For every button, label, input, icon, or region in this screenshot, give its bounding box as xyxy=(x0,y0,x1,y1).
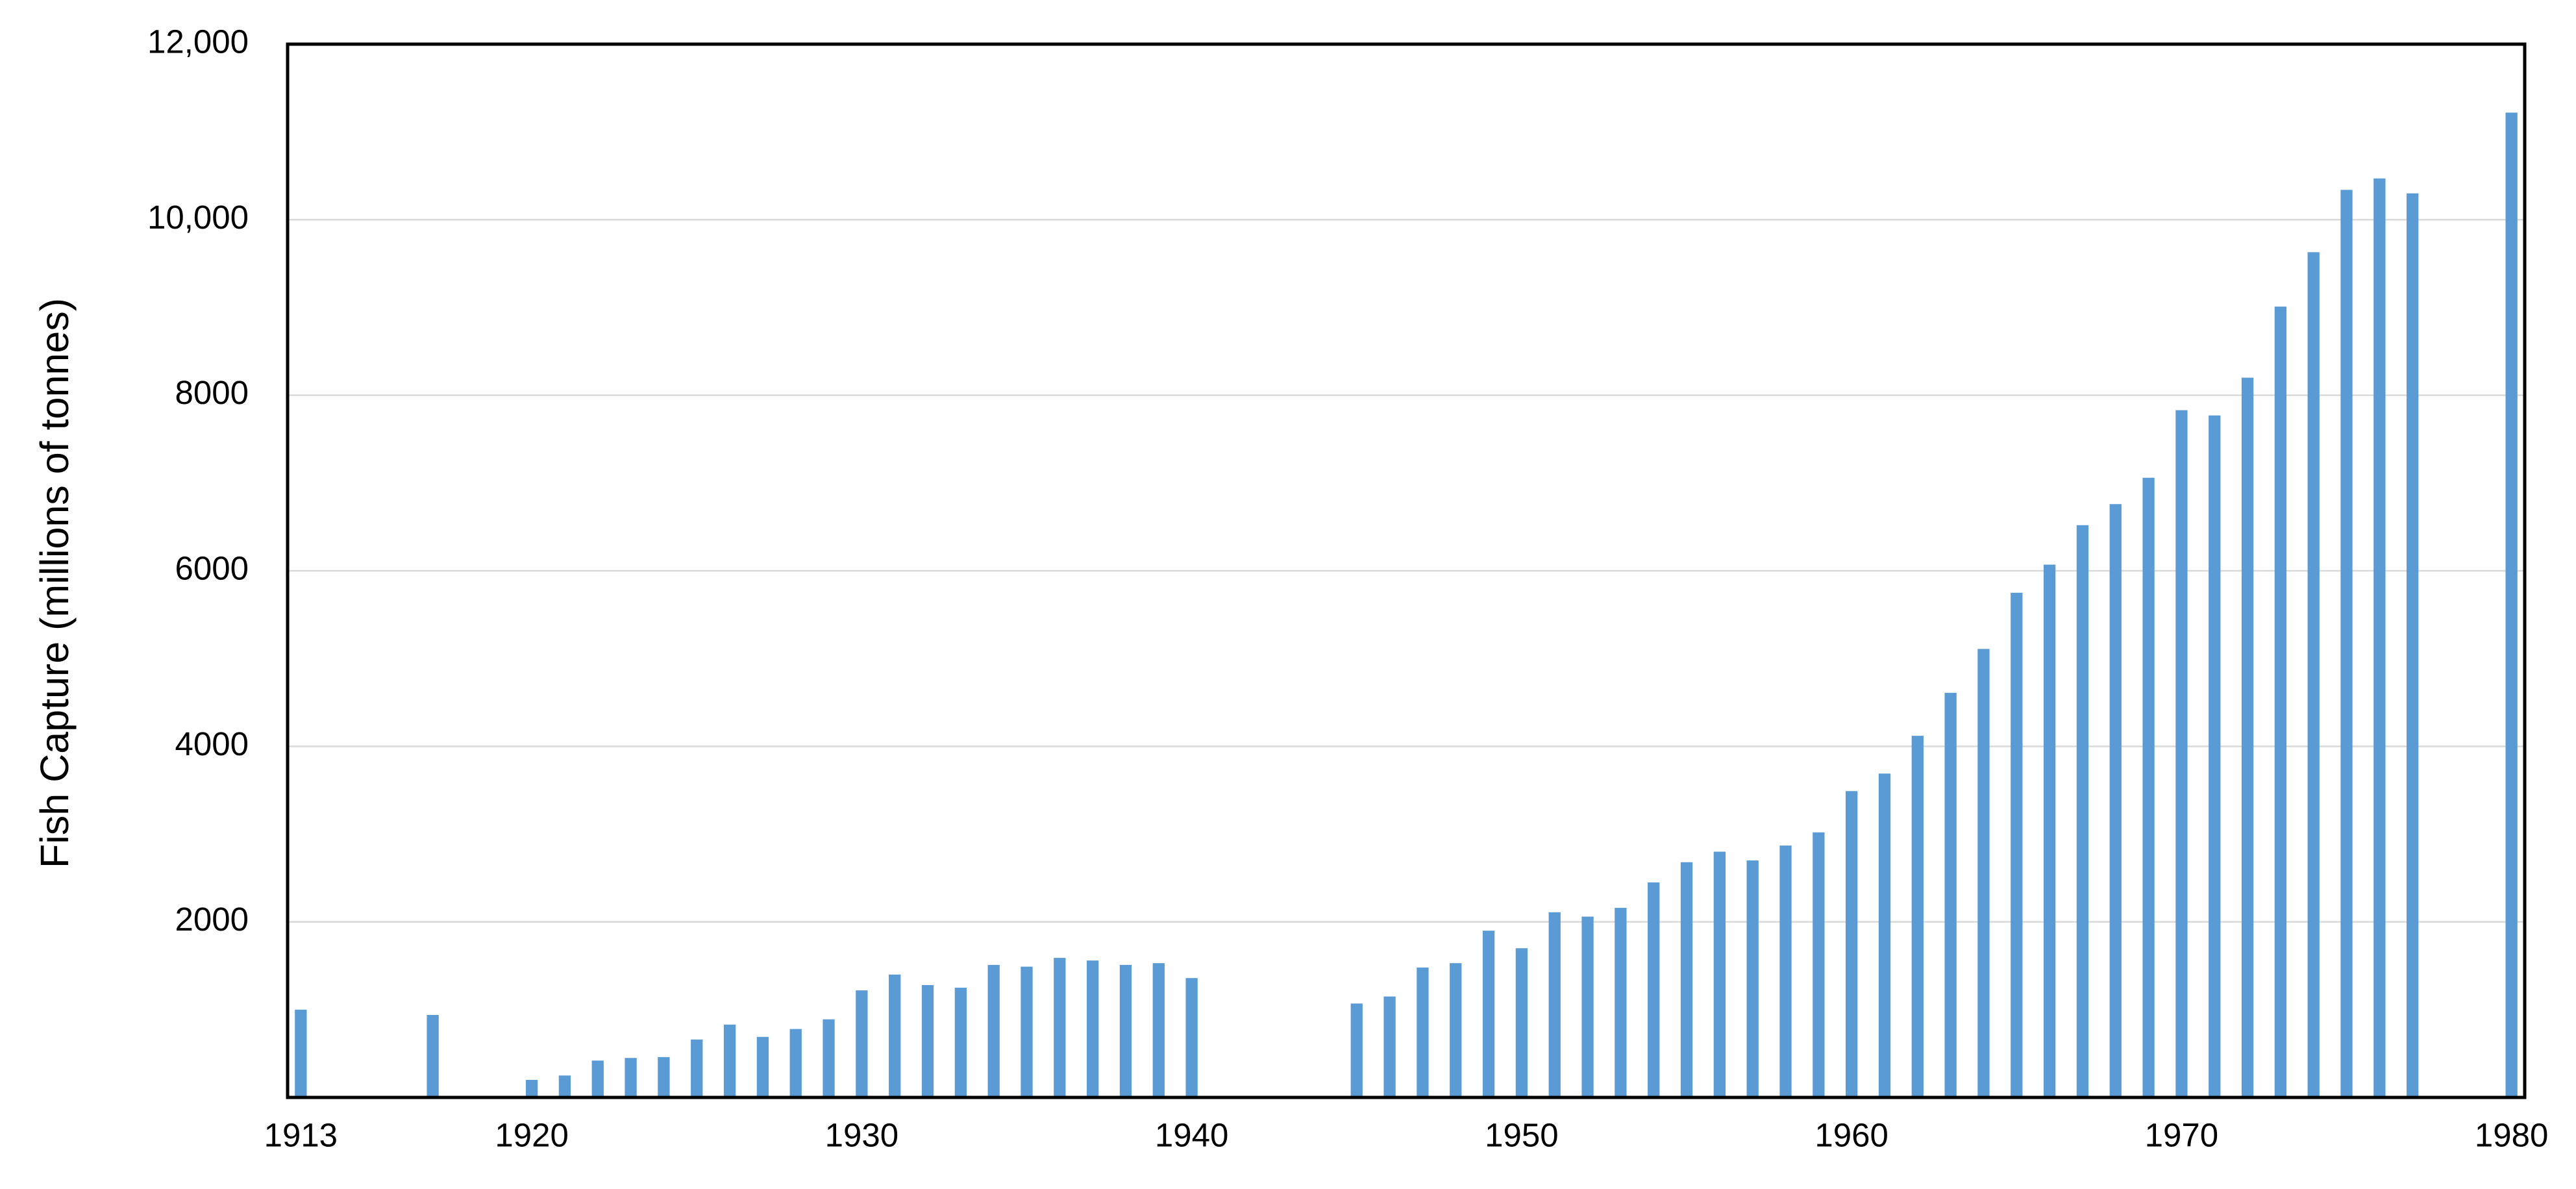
bar xyxy=(954,988,967,1097)
bar xyxy=(1746,860,1759,1097)
y-tick-label: 4000 xyxy=(175,725,249,762)
bar xyxy=(856,990,868,1097)
y-tick-label: 6000 xyxy=(175,549,249,586)
bar xyxy=(2340,190,2353,1097)
bar xyxy=(2142,477,2155,1097)
bar xyxy=(1779,845,1792,1097)
bar xyxy=(1648,882,1660,1097)
bar xyxy=(1515,948,1528,1097)
bar xyxy=(823,1019,835,1097)
bar xyxy=(1713,851,1726,1097)
x-tick-label: 1913 xyxy=(264,1116,338,1153)
bar xyxy=(1813,832,1825,1097)
bar xyxy=(691,1039,703,1097)
bar xyxy=(2043,564,2056,1097)
bar xyxy=(1021,966,1033,1097)
bar xyxy=(2407,193,2419,1097)
bar xyxy=(723,1024,736,1097)
plot-frame xyxy=(286,42,2527,1099)
bar xyxy=(427,1014,439,1097)
bar xyxy=(1482,931,1495,1097)
bar xyxy=(987,964,1000,1097)
bar xyxy=(1911,736,1924,1097)
bar xyxy=(591,1060,604,1097)
x-tick-label: 1970 xyxy=(2145,1116,2218,1153)
x-tick-label: 1950 xyxy=(1485,1116,1558,1153)
bar xyxy=(756,1036,769,1097)
bar xyxy=(1548,912,1561,1097)
bar xyxy=(2175,410,2188,1097)
bar xyxy=(789,1029,802,1097)
bar xyxy=(1417,967,1429,1097)
bar xyxy=(625,1058,637,1097)
bar xyxy=(1615,908,1627,1097)
x-tick-label: 1920 xyxy=(495,1116,568,1153)
bar xyxy=(2241,377,2254,1098)
bar xyxy=(2274,307,2287,1098)
bar xyxy=(1680,862,1693,1097)
bar xyxy=(1846,791,1858,1097)
bar xyxy=(2373,178,2386,1098)
bar xyxy=(525,1079,538,1097)
bar xyxy=(295,1009,307,1097)
bar xyxy=(658,1057,670,1097)
bar xyxy=(1350,1003,1363,1097)
bar xyxy=(2076,525,2089,1097)
bar xyxy=(1878,773,1891,1097)
bar xyxy=(889,974,901,1097)
bar xyxy=(1152,963,1165,1097)
y-tick-label: 12,000 xyxy=(147,23,249,60)
bar xyxy=(921,984,934,1097)
bar xyxy=(1581,916,1594,1097)
bar xyxy=(1054,958,1066,1097)
y-axis-label: Fish Capture (millions of tonnes) xyxy=(32,298,77,868)
bar xyxy=(1977,649,1990,1097)
bar xyxy=(1185,978,1198,1097)
x-tick-label: 1940 xyxy=(1155,1116,1228,1153)
y-tick-label: 2000 xyxy=(175,901,249,938)
bar xyxy=(2209,415,2221,1097)
bar xyxy=(2505,112,2518,1098)
bar xyxy=(2307,252,2320,1098)
x-tick-label: 1960 xyxy=(1814,1116,1888,1153)
bar xyxy=(1450,963,1462,1097)
bar xyxy=(558,1075,571,1097)
x-tick-label: 1980 xyxy=(2475,1116,2548,1153)
bar xyxy=(2011,592,2023,1097)
bar xyxy=(1383,996,1396,1097)
bar xyxy=(2109,504,2122,1097)
bar xyxy=(1944,692,1957,1097)
bar xyxy=(1119,964,1132,1097)
bar xyxy=(1087,960,1099,1097)
y-tick-label: 8000 xyxy=(175,374,249,411)
x-tick-label: 1930 xyxy=(825,1116,898,1153)
y-tick-label: 10,000 xyxy=(147,199,249,236)
